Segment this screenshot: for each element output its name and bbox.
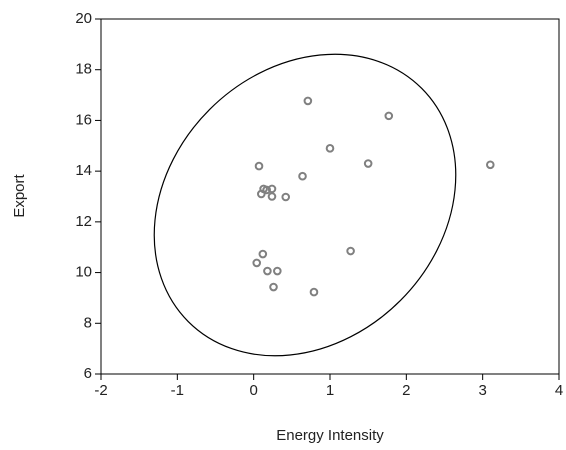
- point: [258, 249, 268, 259]
- y-tick-label: 14: [75, 162, 92, 179]
- point: [363, 159, 373, 168]
- point: [262, 185, 271, 195]
- point: [273, 266, 282, 276]
- point: [267, 184, 277, 194]
- x-tick-label: 2: [402, 382, 410, 399]
- y-tick-label: 6: [84, 365, 92, 382]
- point: [252, 258, 262, 268]
- point: [325, 144, 335, 153]
- y-tick-label: 18: [75, 61, 92, 78]
- point: [486, 160, 495, 170]
- plot-frame: [100, 18, 560, 375]
- point: [257, 189, 266, 199]
- y-tick-label: 20: [75, 10, 92, 27]
- confidence-ellipse: [153, 53, 457, 357]
- x-tick-label: 4: [555, 382, 563, 399]
- point: [309, 287, 319, 297]
- point: [267, 192, 277, 201]
- point: [384, 111, 394, 121]
- x-tick-label: 3: [478, 382, 486, 399]
- y-axis-label: Export: [11, 173, 28, 217]
- x-tick-label: -1: [171, 382, 184, 399]
- point: [254, 161, 264, 171]
- point: [298, 171, 307, 181]
- x-axis-label: Energy Intensity: [276, 427, 384, 444]
- y-tick-label: 12: [75, 213, 92, 230]
- point: [269, 282, 278, 292]
- y-tick-label: 8: [84, 314, 92, 331]
- y-tick-label: 16: [75, 111, 92, 128]
- point: [303, 96, 313, 106]
- point: [281, 192, 291, 202]
- point: [263, 266, 272, 276]
- point: [346, 246, 355, 256]
- x-tick-label: -2: [94, 382, 107, 399]
- y-tick-label: 10: [75, 264, 92, 281]
- x-tick-label: 1: [326, 382, 334, 399]
- x-tick-label: 0: [249, 382, 257, 399]
